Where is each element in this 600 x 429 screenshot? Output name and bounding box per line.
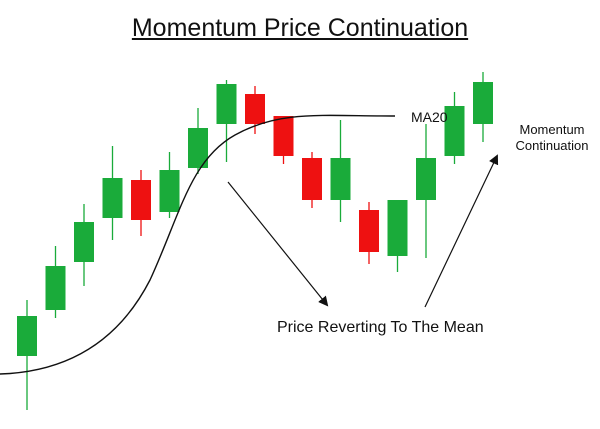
bullish-candle xyxy=(102,178,123,218)
bullish-candle xyxy=(188,128,208,168)
bullish-candle xyxy=(74,222,94,262)
momentum-label-line1: Momentum xyxy=(519,122,585,137)
bullish-candle xyxy=(444,106,465,156)
ma20-line xyxy=(0,114,396,375)
ma20-label: MA20 xyxy=(411,109,448,125)
bearish-candle xyxy=(359,210,379,252)
bullish-candle xyxy=(330,158,351,200)
bullish-candle xyxy=(473,82,493,124)
bullish-candle xyxy=(216,84,237,124)
momentum-label-line2: Continuation xyxy=(515,138,589,153)
page-title: Momentum Price Continuation xyxy=(131,14,469,42)
bullish-candle xyxy=(416,158,436,200)
bearish-candle xyxy=(131,180,151,220)
momentum-continuation-label: Momentum Continuation xyxy=(509,122,595,154)
candlestick-group xyxy=(17,72,493,410)
bullish-candle xyxy=(45,266,66,310)
bearish-candle xyxy=(245,94,265,124)
bullish-candle xyxy=(159,170,180,212)
bullish-candle xyxy=(387,200,408,256)
bearish-candle xyxy=(273,116,294,156)
reversion-arrow xyxy=(227,181,329,307)
reverting-label: Price Reverting To The Mean xyxy=(277,319,484,336)
continuation-arrow xyxy=(424,154,499,308)
bullish-candle xyxy=(17,316,37,356)
bearish-candle xyxy=(302,158,322,200)
